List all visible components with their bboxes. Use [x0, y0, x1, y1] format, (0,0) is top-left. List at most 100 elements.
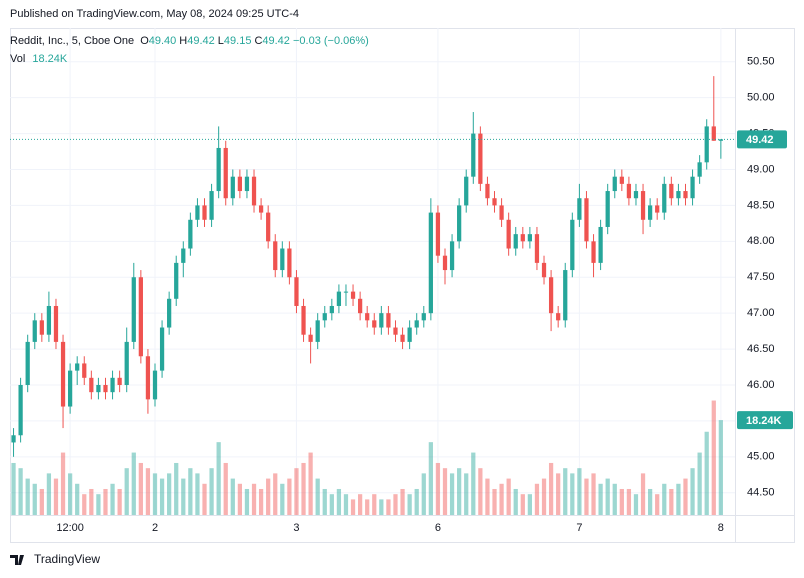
volume-bar — [640, 473, 646, 515]
ohlc-label: C — [254, 35, 263, 47]
volume-bar — [548, 462, 554, 515]
candle-body — [655, 205, 660, 213]
ohlc-value: 49.15 — [223, 35, 252, 47]
volume-bar — [400, 488, 405, 515]
candle-body — [534, 234, 540, 263]
candle-body — [478, 133, 483, 184]
candle-body — [407, 327, 412, 342]
y-tick-label: 44.50 — [747, 487, 775, 499]
volume-bar — [25, 478, 30, 515]
candle-body — [379, 313, 384, 328]
volume-bar — [563, 468, 568, 515]
volume-bar — [591, 473, 596, 515]
volume-bar — [39, 488, 44, 515]
ohlc-value: 49.42 — [262, 35, 290, 47]
ohlc-value: 49.40 — [148, 35, 177, 47]
candle-body — [711, 126, 716, 141]
candle-body — [11, 435, 16, 443]
volume-bar — [648, 488, 653, 515]
volume-bar — [131, 452, 136, 515]
candle-body — [209, 191, 214, 220]
volume-bar — [499, 483, 504, 515]
y-tick-label: 47.00 — [747, 307, 775, 319]
candle-body — [244, 176, 250, 192]
x-tick-label: 2 — [152, 522, 158, 534]
volume-bar — [329, 494, 334, 515]
y-tick-label: 50.50 — [747, 56, 775, 68]
volume-bar — [669, 488, 674, 515]
volume-bar — [294, 468, 299, 515]
volume-bar — [18, 468, 23, 515]
volume-legend: Vol 18.24K — [10, 53, 67, 65]
candle-body — [393, 327, 398, 335]
candle-body — [350, 291, 356, 299]
volume-bar — [53, 478, 59, 515]
volume-bar — [336, 488, 342, 515]
candle-body — [365, 313, 370, 321]
candle-body — [619, 176, 624, 184]
ohlc-value: 49.42 — [187, 35, 215, 47]
volume-bar — [258, 488, 264, 515]
candle-body — [152, 370, 158, 400]
candle-body — [492, 198, 497, 206]
y-tick-label: 46.50 — [747, 343, 775, 355]
candle-body — [563, 270, 568, 321]
candle-body — [273, 241, 278, 271]
candle-body — [181, 248, 186, 263]
candle-body — [124, 341, 129, 385]
volume-bar — [718, 420, 723, 515]
volume-bar — [690, 468, 695, 515]
volume-bar — [11, 462, 16, 515]
candle-body — [527, 234, 532, 242]
volume-bar — [209, 468, 214, 515]
candle-body — [202, 205, 207, 220]
candle-body — [570, 219, 575, 271]
candle-body — [697, 162, 702, 177]
volume-bar — [96, 494, 101, 515]
y-tick-label: 45.00 — [747, 451, 775, 463]
candle-body — [266, 212, 271, 242]
candle-body — [548, 277, 554, 314]
volume-bar — [619, 488, 624, 515]
volume-bar — [457, 468, 462, 515]
volume-bar — [534, 483, 540, 515]
candle-body — [145, 356, 151, 400]
volume-bar — [506, 478, 511, 515]
volume-bar — [237, 483, 242, 515]
volume-bar — [188, 468, 193, 515]
candle-body — [442, 255, 448, 271]
volume-bar — [315, 478, 320, 515]
candle-body — [414, 320, 419, 328]
frame — [10, 28, 795, 543]
volume-bar — [662, 483, 667, 515]
candle-body — [513, 234, 518, 249]
volume-bar — [287, 478, 292, 515]
volume-bar — [273, 473, 278, 515]
volume-bar — [230, 478, 235, 515]
candle-body — [506, 219, 511, 249]
volume-bar — [421, 473, 426, 515]
volume-bar — [223, 462, 228, 515]
candle-body — [110, 377, 115, 393]
volume-bar — [103, 488, 108, 515]
candle-body — [648, 205, 653, 220]
candle-body — [53, 305, 59, 342]
candle-body — [386, 313, 391, 328]
volume-bar — [68, 473, 73, 515]
y-tick-label: 49.00 — [747, 163, 775, 175]
candle-body — [718, 139, 723, 141]
volume-bar — [612, 483, 617, 515]
volume-bar — [676, 483, 681, 515]
published: Published on TradingView.com, May 08, 20… — [10, 8, 300, 20]
candle-body — [662, 183, 667, 213]
volume-bar — [60, 452, 66, 515]
volume-bar — [350, 499, 356, 515]
candle-body — [117, 377, 122, 385]
volume-bar — [301, 462, 306, 515]
volume-bar — [343, 494, 349, 515]
candle-body — [577, 198, 582, 220]
candle-body — [626, 183, 632, 199]
logo: TradingView — [34, 552, 100, 566]
